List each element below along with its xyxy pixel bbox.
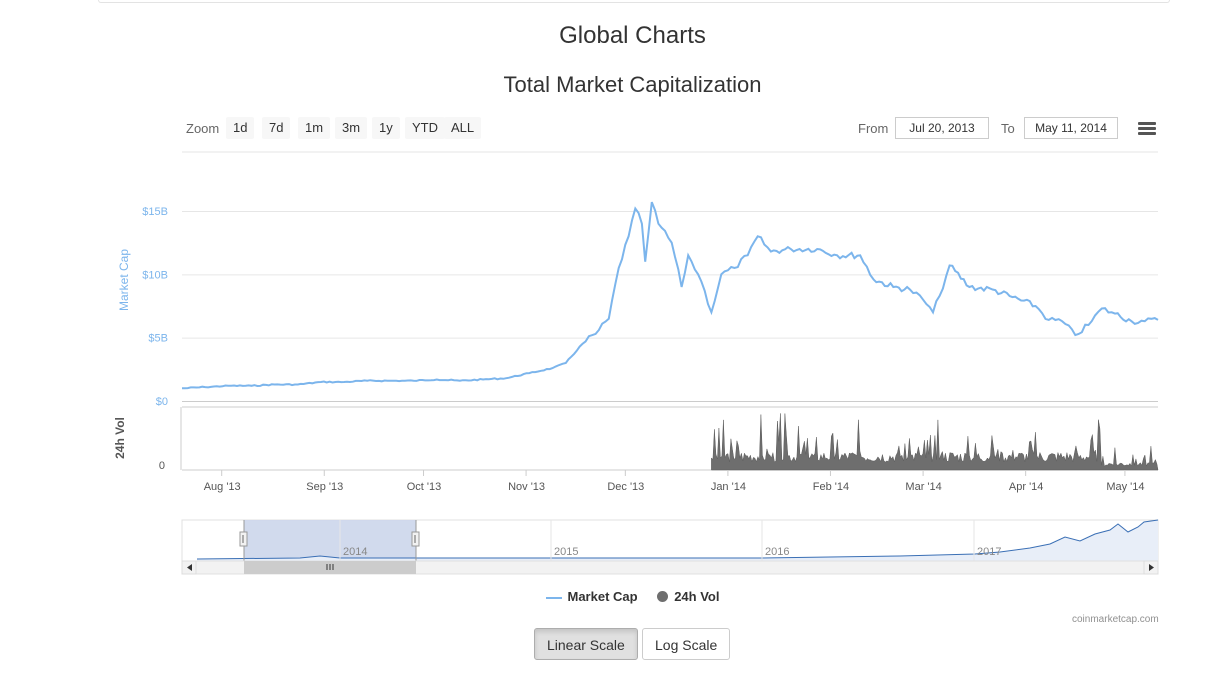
legend-volume[interactable]: 24h Vol: [657, 589, 719, 604]
volume-area: [711, 413, 1159, 471]
navigator-year-label: 2016: [765, 546, 789, 558]
zoom-ytd-button[interactable]: YTD: [405, 117, 445, 139]
volume-axis-title: 24h Vol: [113, 417, 127, 459]
zoom-1y-button[interactable]: 1y: [372, 117, 400, 139]
zoom-1m-button[interactable]: 1m: [298, 117, 331, 139]
zoom-label: Zoom: [186, 121, 220, 136]
zoom-1d-button[interactable]: 1d: [226, 117, 255, 139]
navigator: 2014 2015 2016 2017: [181, 519, 1159, 575]
log-scale-button[interactable]: Log Scale: [642, 628, 731, 660]
navigator-year-label: 2017: [977, 546, 1001, 558]
x-tick-label: Nov '13: [508, 481, 545, 493]
market-cap-line: [181, 201, 1159, 390]
y-tick-label: $0: [156, 396, 168, 408]
to-date-input[interactable]: [1024, 117, 1118, 139]
x-tick-label: Feb '14: [813, 481, 849, 493]
from-date-input[interactable]: [895, 117, 989, 139]
y-axis-title: Market Cap: [117, 249, 131, 311]
x-axis-ticks: Aug '13 Sep '13 Oct '13 Nov '13 Dec '13 Jan '…: [204, 470, 1145, 493]
chart-title: Total Market Capitalization: [503, 72, 762, 97]
navigator-year-label: 2015: [554, 546, 578, 558]
volume-axis-zero: 0: [159, 460, 165, 472]
x-tick-label: Apr '14: [1009, 481, 1044, 493]
x-tick-label: Mar '14: [905, 481, 941, 493]
to-label: To: [1001, 121, 1015, 136]
x-tick-label: Sep '13: [306, 481, 343, 493]
zoom-3m-button[interactable]: 3m: [335, 117, 368, 139]
y-tick-label: $10B: [142, 269, 168, 281]
x-tick-label: Dec '13: [607, 481, 644, 493]
top-panel-border: [98, 0, 1170, 3]
navigator-year-label: 2014: [343, 546, 367, 558]
zoom-all-button[interactable]: ALL: [444, 117, 482, 139]
x-tick-label: Aug '13: [204, 481, 241, 493]
y-axis-ticks: $0 $5B $10B $15B: [142, 206, 168, 408]
page-title: Global Charts: [559, 22, 706, 49]
chart-menu-icon[interactable]: [1138, 122, 1156, 136]
linear-scale-button[interactable]: Linear Scale: [534, 628, 638, 660]
x-tick-label: May '14: [1106, 481, 1144, 493]
x-tick-label: Oct '13: [407, 481, 442, 493]
y-tick-label: $15B: [142, 206, 168, 218]
legend-market-cap[interactable]: Market Cap: [545, 589, 638, 604]
zoom-7d-button[interactable]: 7d: [262, 117, 291, 139]
y-tick-label: $5B: [148, 333, 168, 345]
gridlines: [182, 211, 1158, 402]
navigator-selection: [244, 520, 416, 561]
x-tick-label: Jan '14: [711, 481, 746, 493]
credit-link[interactable]: coinmarketcap.com: [1072, 614, 1159, 625]
legend: Market Cap 24h Vol: [0, 589, 1213, 604]
from-label: From: [858, 121, 889, 136]
